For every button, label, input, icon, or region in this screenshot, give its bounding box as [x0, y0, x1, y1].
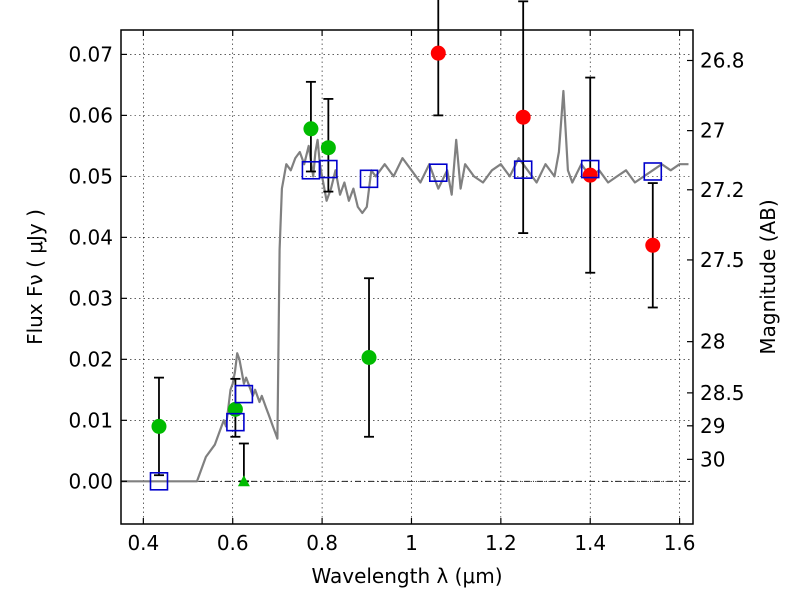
magnitude-tick-label: 28 — [700, 330, 725, 354]
model-spectrum-layer — [121, 89, 689, 483]
x-tick-label: 0.8 — [306, 531, 338, 555]
y-tick-label: 0.04 — [68, 225, 113, 249]
model-flux-box — [513, 160, 533, 179]
model-flux-box — [643, 162, 663, 181]
model-flux-box — [580, 159, 600, 179]
magnitude-tick-label: 27.5 — [700, 248, 745, 272]
model-flux-box — [359, 169, 379, 189]
y-tick-label: 0.07 — [68, 42, 113, 66]
data-point — [582, 167, 598, 183]
data-point — [361, 350, 377, 366]
data-point — [151, 418, 167, 434]
data-point — [430, 45, 446, 61]
magnitude-tick-label: 27.2 — [700, 178, 745, 202]
model-flux-box — [234, 384, 254, 404]
y-tick-label: 0.02 — [68, 347, 113, 371]
y-tick-label: 0.05 — [68, 164, 113, 188]
data-point — [303, 121, 319, 137]
magnitude-tick-label: 26.8 — [700, 48, 745, 72]
x-tick-label: 1.4 — [574, 531, 606, 555]
y-tick-label: 0.03 — [68, 286, 113, 310]
model-flux-box — [428, 163, 448, 183]
model-flux-box — [226, 412, 245, 432]
magnitude-tick-label: 30 — [700, 447, 725, 471]
model-flux-box — [149, 472, 169, 491]
plot-frame — [120, 29, 694, 525]
data-point — [515, 109, 531, 125]
x-tick-label: 0.6 — [217, 531, 249, 555]
x-tick-label: 1.6 — [664, 531, 696, 555]
model-spectrum-line — [121, 89, 689, 483]
y-axis-title: Flux Fν ( μJy ) — [23, 209, 47, 345]
x-tick-label: 0.4 — [127, 531, 159, 555]
magnitude-tick-label: 27 — [700, 119, 725, 143]
data-point — [320, 140, 336, 156]
y-tick-label: 0.01 — [68, 408, 113, 432]
y-tick-label: 0.00 — [68, 469, 113, 493]
tick-layer: 0.4 0.6 0.8 1 1.2 1.4 1.6 0.00 0.01 0.02 0.03 0.04 0… — [68, 30, 745, 555]
x-tick-label: 1 — [405, 531, 418, 555]
magnitude-tick-label: 28.5 — [700, 381, 745, 405]
model-flux-box — [319, 159, 338, 179]
x-tick-label: 1.2 — [485, 531, 517, 555]
data-point — [645, 237, 661, 253]
right-axis-title: Magnitude (AB) — [756, 199, 780, 354]
magnitude-tick-label: 29 — [700, 414, 725, 438]
grid — [121, 30, 693, 524]
data-point — [227, 401, 243, 417]
y-tick-label: 0.06 — [68, 103, 113, 127]
upper-limit-marker — [237, 475, 250, 487]
marker-layer — [149, 45, 663, 491]
x-axis-title: Wavelength λ (μm) — [311, 564, 502, 588]
